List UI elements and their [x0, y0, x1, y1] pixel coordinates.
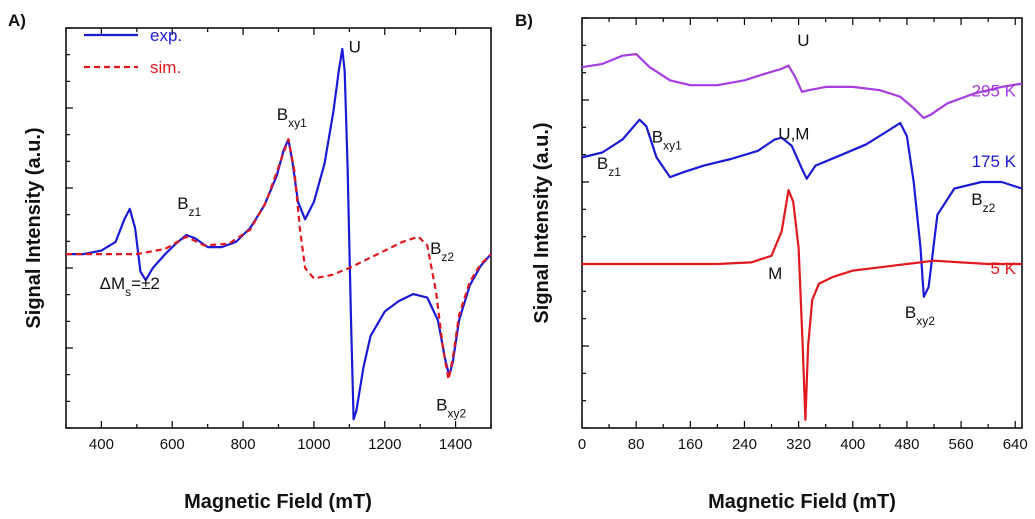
x-tick-label: 1000	[297, 436, 330, 453]
peak-annotation: U	[797, 31, 809, 50]
peak-annotation: U	[349, 37, 361, 56]
x-tick-label: 560	[949, 436, 974, 453]
x-tick-label: 1200	[368, 436, 401, 453]
annotation-subscript: z2	[983, 201, 996, 215]
x-tick-label: 0	[578, 436, 586, 453]
x-tick-label: 400	[840, 436, 865, 453]
annotation-base: ΔM	[100, 274, 126, 293]
annotation-base: U	[797, 31, 809, 50]
annotation-base: B	[905, 303, 916, 322]
annotation-subscript: s	[125, 285, 131, 299]
peak-annotation: M	[768, 264, 782, 283]
peak-annotation: Bz2	[971, 190, 995, 215]
plot-frame	[65, 27, 492, 429]
annotation-base: B	[652, 128, 663, 147]
annotation-subscript: xy1	[288, 116, 307, 130]
plot-frame	[581, 17, 1023, 429]
series-line-0	[582, 53, 1022, 120]
peak-annotation: Bz1	[597, 154, 621, 179]
annotation-subscript: z2	[441, 250, 454, 264]
y-axis-title: Signal Intensity (a.u.)	[531, 122, 553, 323]
annotation-base: U	[349, 37, 361, 56]
legend-label-1: sim.	[150, 58, 181, 77]
x-tick-label: 480	[894, 436, 919, 453]
chart-panel-0: A) 400 600 800 1000 1200 1400 Magnetic Field (m…	[8, 11, 492, 513]
series-line-1	[582, 118, 1022, 298]
x-tick-label: 240	[732, 436, 757, 453]
peak-annotation: ΔMs=±2	[100, 274, 160, 299]
x-tick-label: 640	[1003, 436, 1028, 453]
peak-annotation: U,M	[778, 124, 809, 143]
series-line-0	[66, 47, 491, 421]
annotation-subscript: xy1	[663, 139, 682, 153]
annotation-base: B	[430, 239, 441, 258]
peak-annotation: Bz1	[177, 194, 201, 219]
x-tick-label: 1400	[439, 436, 472, 453]
annotation-base: U,M	[778, 124, 809, 143]
series-line-1	[66, 138, 491, 381]
annotation-base: M	[768, 264, 782, 283]
annotation-suffix: =±2	[131, 274, 160, 293]
x-tick-label: 80	[628, 436, 645, 453]
legend-label-0: exp.	[150, 26, 182, 45]
annotation-base: B	[436, 396, 447, 415]
chart-panel-1: B) 0 80 160 240 320 400 480 560 640 Magnetic Field…	[515, 11, 1028, 513]
y-axis-title: Signal Intensity (a.u.)	[23, 127, 45, 328]
panel-label: A)	[8, 11, 26, 30]
peak-annotation: Bz2	[430, 239, 454, 264]
x-axis-title: Magnetic Field (mT)	[184, 491, 372, 513]
x-axis-title: Magnetic Field (mT)	[708, 491, 896, 513]
x-tick-label: 600	[160, 436, 185, 453]
temperature-label: 295 K	[972, 82, 1017, 101]
temperature-label: 175 K	[972, 152, 1017, 171]
annotation-subscript: z1	[189, 205, 202, 219]
peak-annotation: Bxy1	[277, 105, 307, 130]
panel-label: B)	[515, 11, 533, 30]
peak-annotation: Bxy2	[436, 396, 466, 421]
x-tick-label: 400	[89, 436, 114, 453]
annotation-base: B	[177, 194, 188, 213]
x-tick-label: 800	[231, 436, 256, 453]
annotation-subscript: z1	[608, 165, 621, 179]
annotation-base: B	[971, 190, 982, 209]
x-tick-label: 160	[678, 436, 703, 453]
series-line-2	[582, 189, 1022, 421]
peak-annotation: Bxy1	[652, 128, 682, 153]
x-tick-label: 320	[786, 436, 811, 453]
annotation-base: B	[597, 154, 608, 173]
annotation-subscript: xy2	[916, 314, 935, 328]
annotation-subscript: xy2	[447, 407, 466, 421]
temperature-label: 5 K	[990, 259, 1016, 278]
annotation-base: B	[277, 105, 288, 124]
peak-annotation: Bxy2	[905, 303, 935, 328]
